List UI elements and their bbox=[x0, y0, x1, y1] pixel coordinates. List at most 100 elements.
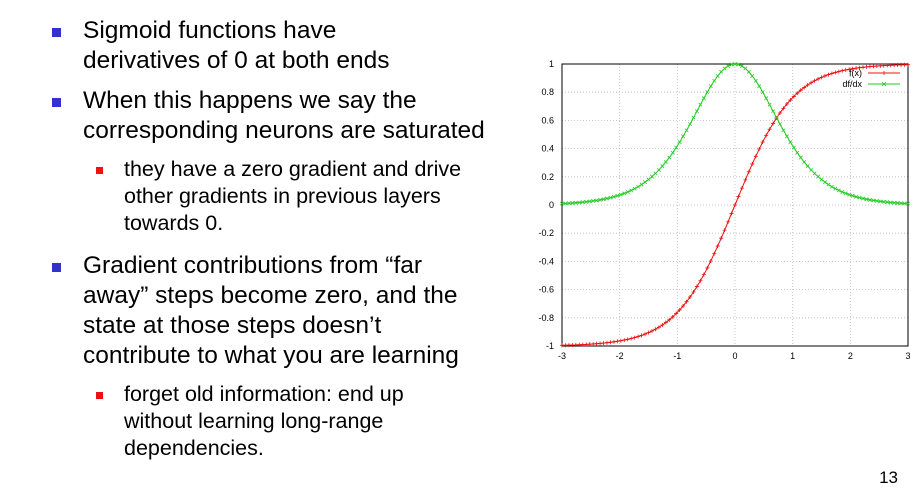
data-point bbox=[819, 177, 824, 182]
data-point bbox=[618, 192, 623, 197]
data-point bbox=[615, 193, 620, 198]
data-point bbox=[902, 62, 907, 67]
data-point bbox=[771, 121, 776, 126]
data-point bbox=[563, 201, 568, 206]
data-point bbox=[871, 198, 876, 203]
bullet-line: away” steps become zero, and the bbox=[83, 282, 458, 309]
data-point bbox=[698, 102, 703, 107]
page-number: 13 bbox=[879, 468, 898, 487]
data-point bbox=[639, 182, 644, 187]
sub-bullet-icon bbox=[96, 392, 103, 399]
data-point bbox=[857, 65, 862, 70]
data-point bbox=[798, 155, 803, 160]
bullet-line: towards 0. bbox=[124, 211, 224, 235]
data-point bbox=[712, 251, 717, 256]
data-point bbox=[705, 90, 710, 95]
data-point bbox=[566, 201, 571, 206]
data-point bbox=[816, 174, 821, 179]
bullet-line: forget old information: end up bbox=[124, 382, 404, 406]
data-point bbox=[753, 154, 758, 159]
data-point bbox=[653, 171, 658, 176]
data-point bbox=[663, 160, 668, 164]
data-point bbox=[802, 85, 807, 90]
data-point bbox=[601, 341, 606, 346]
y-tick-label: 0.6 bbox=[541, 115, 554, 125]
data-point bbox=[684, 128, 689, 133]
data-point bbox=[764, 96, 769, 101]
data-point bbox=[639, 333, 644, 338]
data-point bbox=[788, 98, 793, 103]
bullet-line: dependencies. bbox=[124, 436, 264, 460]
data-point bbox=[705, 265, 710, 270]
data-point bbox=[674, 145, 679, 150]
data-point bbox=[698, 278, 703, 283]
data-point bbox=[643, 180, 648, 185]
data-point bbox=[566, 343, 571, 348]
data-point bbox=[892, 200, 897, 205]
data-point bbox=[861, 65, 866, 70]
data-point bbox=[809, 80, 814, 85]
data-point bbox=[625, 189, 630, 194]
data-point bbox=[867, 197, 872, 202]
data-point bbox=[757, 84, 762, 89]
square-bullet-icon bbox=[52, 28, 61, 37]
data-point bbox=[591, 198, 596, 203]
data-point bbox=[560, 201, 564, 206]
data-point bbox=[622, 338, 627, 343]
data-point bbox=[598, 341, 603, 346]
data-point bbox=[573, 342, 578, 347]
data-point bbox=[736, 62, 741, 67]
data-point bbox=[618, 338, 623, 343]
data-point bbox=[895, 201, 900, 205]
data-point bbox=[784, 102, 789, 107]
data-point bbox=[580, 342, 585, 347]
data-point bbox=[833, 70, 838, 75]
data-point bbox=[677, 140, 682, 145]
data-point bbox=[646, 177, 651, 182]
data-point bbox=[892, 63, 897, 68]
data-point bbox=[604, 196, 609, 201]
data-point bbox=[570, 343, 575, 348]
data-point bbox=[829, 184, 834, 189]
data-point bbox=[878, 199, 883, 204]
data-point bbox=[611, 339, 616, 344]
data-point bbox=[660, 164, 665, 169]
data-point bbox=[881, 199, 886, 204]
data-point bbox=[760, 140, 765, 145]
bullet-line: derivatives of 0 at both ends bbox=[83, 47, 390, 74]
bullet-text: Gradient contributions from “far away” st… bbox=[83, 251, 459, 371]
data-point bbox=[594, 341, 599, 346]
data-point bbox=[753, 78, 758, 83]
data-point bbox=[774, 115, 779, 120]
data-point bbox=[694, 109, 699, 114]
bullet-line: Gradient contributions from “far bbox=[83, 252, 423, 279]
data-point bbox=[726, 64, 731, 68]
data-point bbox=[822, 180, 827, 185]
data-point bbox=[767, 102, 772, 107]
data-point bbox=[878, 63, 883, 68]
data-point bbox=[701, 96, 706, 101]
data-point bbox=[791, 145, 796, 150]
data-point bbox=[902, 201, 907, 206]
data-point bbox=[656, 325, 661, 330]
data-point bbox=[871, 64, 876, 69]
data-point bbox=[715, 73, 720, 78]
sub-bullet-icon bbox=[96, 167, 103, 174]
data-point bbox=[608, 195, 613, 200]
data-point bbox=[899, 62, 904, 67]
data-point bbox=[874, 198, 879, 203]
data-point bbox=[743, 177, 748, 182]
bullet-item: they have a zero gradient and drive other… bbox=[96, 156, 461, 237]
y-tick-label: 0 bbox=[549, 200, 554, 210]
data-point bbox=[802, 160, 807, 164]
data-point bbox=[874, 64, 879, 69]
data-point bbox=[895, 62, 900, 67]
x-tick-label: -2 bbox=[616, 351, 624, 361]
data-point bbox=[760, 90, 765, 95]
data-point bbox=[625, 337, 630, 342]
data-point bbox=[632, 335, 637, 340]
y-tick-label: 1 bbox=[549, 59, 554, 69]
data-point bbox=[677, 307, 682, 312]
data-point bbox=[622, 191, 627, 196]
bullet-item: Sigmoid functions have derivatives of 0 a… bbox=[52, 16, 389, 76]
